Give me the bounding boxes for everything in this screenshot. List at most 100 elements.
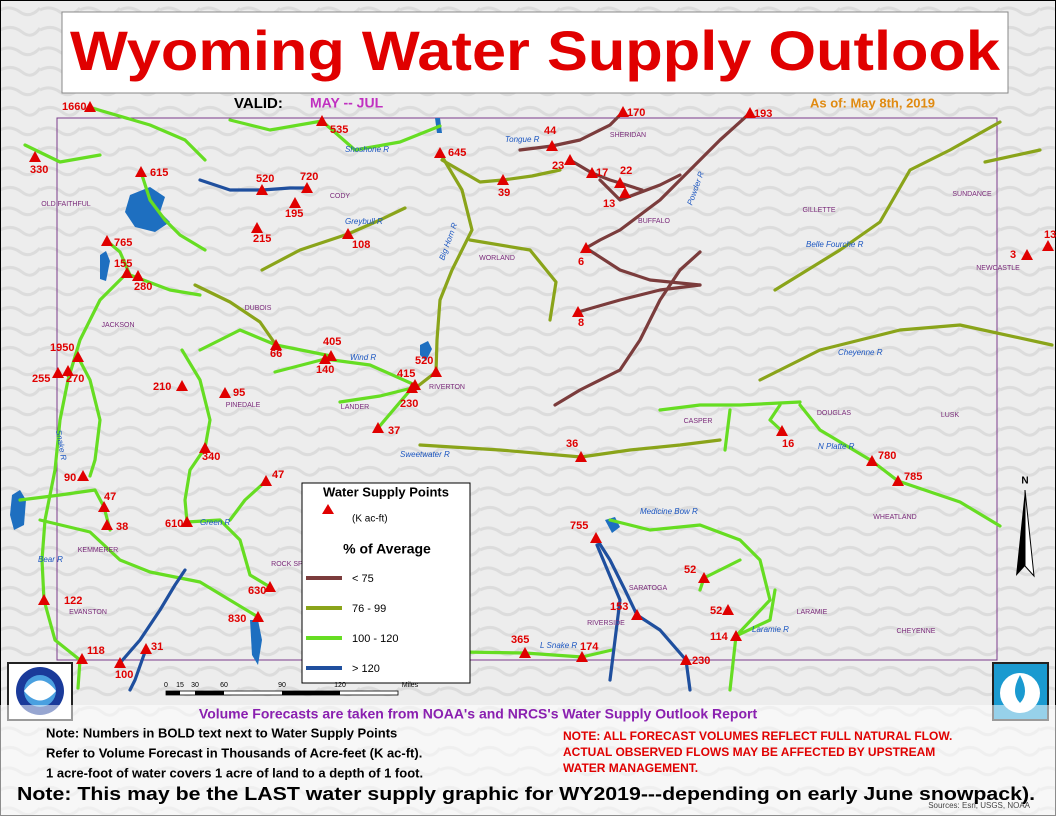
town-name: SHERIDAN [610,132,646,139]
river-name: N Platte R [818,442,855,451]
point-volume: 155 [114,258,132,270]
river [598,173,682,202]
point-marker [730,630,742,641]
town-name: NEWCASTLE [976,265,1020,272]
town-name: CODY [330,193,351,200]
point-volume: 615 [150,167,168,179]
legend-title: Water Supply Points [323,484,449,499]
point-marker [29,151,41,162]
river [193,283,278,347]
title: Wyoming Water Supply Outlook [70,19,1001,82]
town-name: EVANSTON [69,609,107,616]
point-marker [866,455,878,466]
scale-label: 90 [278,682,286,689]
point-volume: 95 [233,387,245,399]
scale-label: 15 [176,682,184,689]
point-volume: 31 [151,641,163,653]
river [584,111,752,250]
point-volume: 52 [710,605,722,617]
town-name: SUNDANCE [952,191,992,198]
river [418,438,722,459]
point-volume: 785 [904,471,922,483]
point-marker [497,174,509,185]
point-marker [289,197,301,208]
point-marker [132,270,144,281]
notes-backdrop [0,705,1056,816]
point-volume: 610 [165,518,183,530]
point-volume: 230 [692,655,710,667]
river [768,403,784,433]
town-name: PINEDALE [226,402,261,409]
point-marker [564,154,576,165]
scale-label: Miles [402,682,419,689]
point-marker [114,657,126,668]
point-volume: 780 [878,450,896,462]
river [458,648,614,659]
town-name: DUBOIS [245,305,272,312]
point-volume: 114 [710,631,729,643]
point-volume: 66 [270,348,282,360]
point-volume: 140 [316,364,334,376]
point-marker [631,609,643,620]
river-name: Tongue R [505,135,540,144]
point-marker [342,228,354,239]
point-volume: 535 [330,124,348,136]
point-volume: 280 [134,281,152,293]
point-volume: 37 [388,425,400,437]
point-marker [62,365,74,376]
river [773,120,1002,292]
point-marker [76,653,88,664]
town-name: KEMMERER [78,547,118,554]
point-marker [519,647,531,658]
river [758,323,1054,382]
town-name: ROCK SPRINGS [271,561,325,568]
red-note-line: NOTE: ALL FORECAST VOLUMES REFLECT FULL … [563,729,952,743]
river-name: Shoshone R [345,145,389,154]
town-name: DOUGLAS [817,410,852,417]
town-name: LUSK [941,412,960,419]
point-marker [617,106,629,117]
point-volume: 415 [397,368,415,380]
point-volume: 270 [66,373,84,385]
river-name: Bear R [38,555,63,564]
river-name: Greybull R [345,217,383,226]
point-marker [101,235,113,246]
point-volume: 6 [578,256,584,268]
point-volume: 520 [256,173,274,185]
note-line: Refer to Volume Forecast in Thousands of… [46,745,422,760]
river [228,479,268,522]
point-volume: 13 [1044,229,1056,241]
towns: OLD FAITHFUL CODY SHERIDAN BUFFALO WORLAND GI… [41,132,1020,635]
point-volume: 153 [610,601,628,613]
point-volume: 17 [596,167,608,179]
point-volume: 720 [300,171,318,183]
point-volume: 3 [1010,249,1016,261]
river-name: Wind R [350,353,376,362]
point-marker [140,643,152,654]
rivers [18,106,1054,692]
point-marker [576,651,588,662]
scale-label: 120 [334,682,346,689]
note-line: Note: Numbers in BOLD text next to Water… [46,725,397,740]
legend-point-unit: (K ac-ft) [352,514,388,525]
river [584,246,702,287]
river-name: L Snake R [540,641,577,650]
river [118,568,187,665]
point-volume: 520 [415,355,433,367]
north-label: N [1021,476,1028,487]
point-marker [614,177,626,188]
point-marker [264,581,276,592]
town-name: CHEYENNE [897,628,936,635]
point-volume: 765 [114,237,132,249]
legend-class-title: % of Average [343,541,431,557]
point-marker [135,166,147,177]
point-volume: 170 [627,107,645,119]
point-marker [1042,240,1054,251]
point-marker [575,451,587,462]
point-marker [181,516,193,527]
point-marker [619,187,631,198]
point-marker [121,267,133,278]
point-marker [38,594,50,605]
point-volume: 1660 [62,101,86,113]
point-marker [325,350,337,361]
